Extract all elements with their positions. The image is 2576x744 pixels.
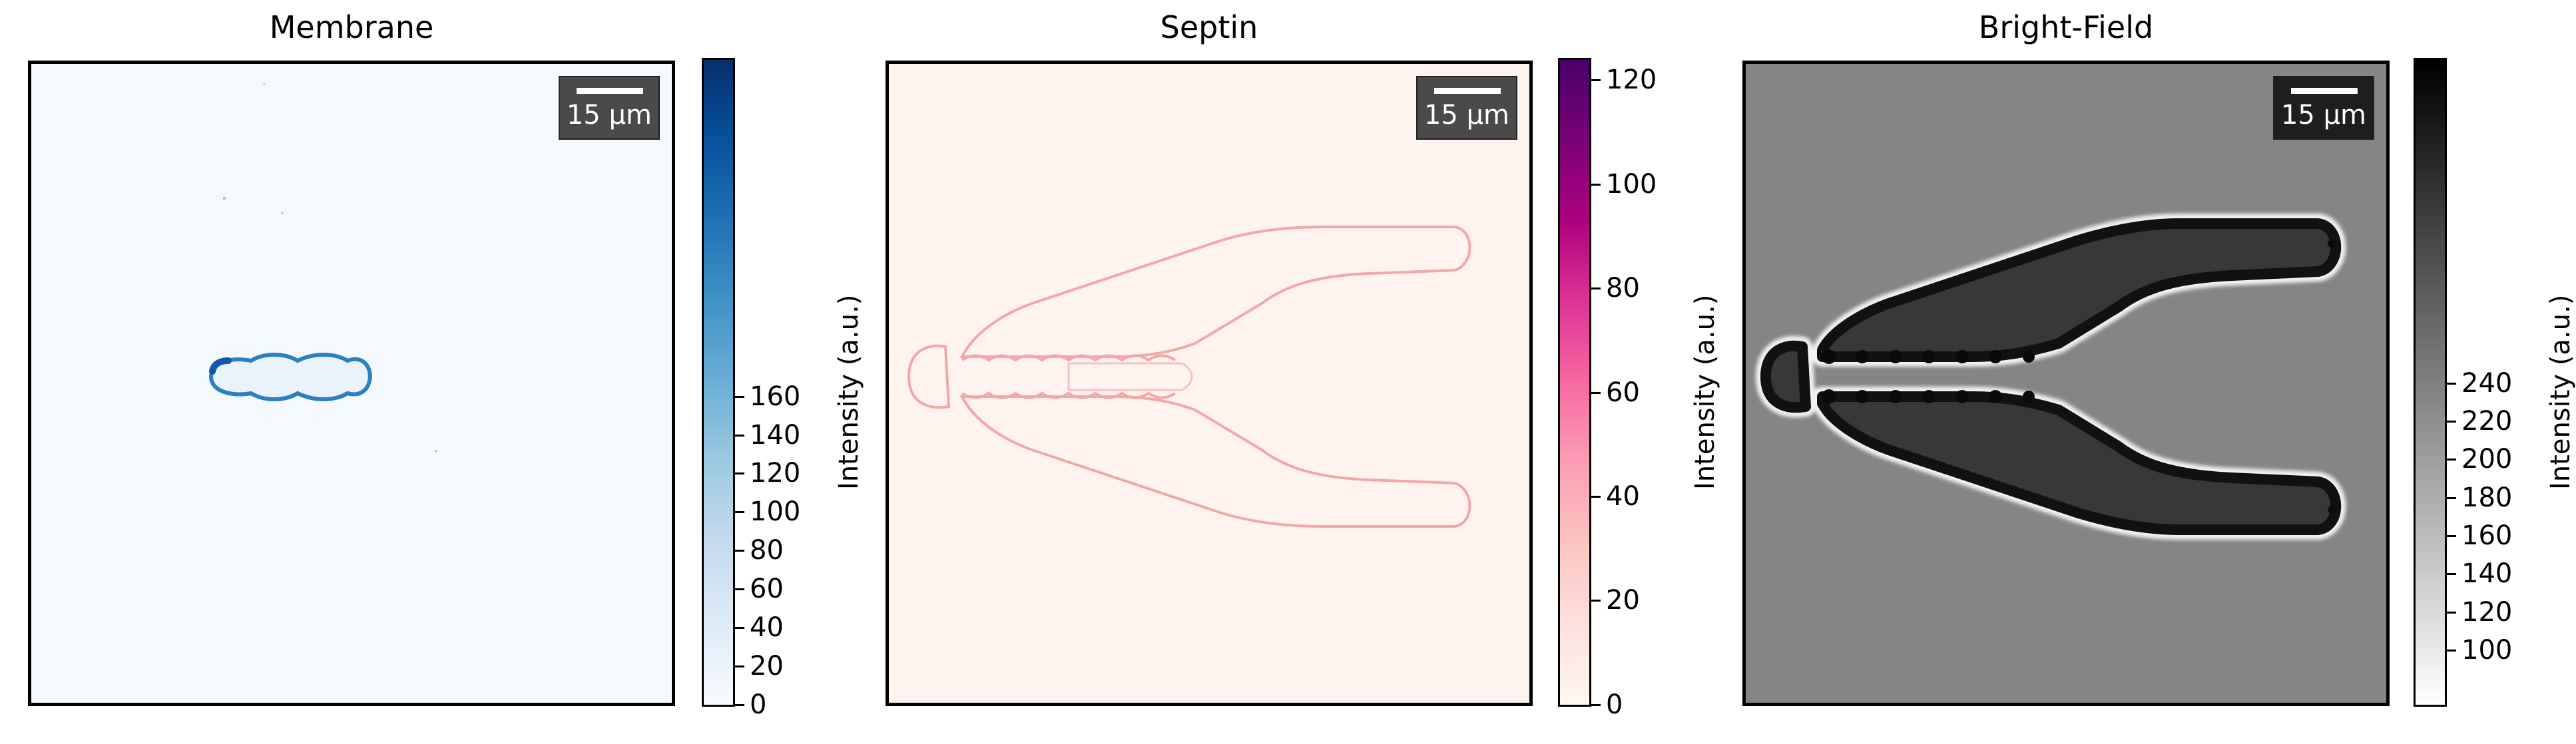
bright-field-image: 15 µm — [1742, 61, 2390, 706]
colorbar-tick — [735, 435, 744, 437]
colorbar-tick-label: 0 — [750, 689, 767, 720]
colorbar-tick-label: 120 — [2461, 597, 2513, 628]
septin-channel-drawing — [907, 226, 1471, 528]
colorbar-tick — [2447, 383, 2456, 385]
colorbar-tick-label: 20 — [750, 651, 784, 681]
colorbar-tick-label: 240 — [2461, 368, 2513, 399]
colorbar-tick-label: 40 — [750, 612, 784, 643]
colorbar-tick — [735, 472, 744, 474]
colorbar-tick — [735, 396, 744, 398]
colorbar-tick-label: 120 — [750, 458, 801, 488]
colorbar-septin — [1558, 58, 1591, 707]
colorbar-tick-label: 220 — [2461, 406, 2513, 437]
colorbar-tick-label: 100 — [2461, 635, 2513, 665]
colorbar-tick — [735, 704, 744, 706]
colorbar-tick — [735, 588, 744, 590]
colorbar-tick-label: 100 — [1606, 169, 1657, 200]
colorbar-tick — [735, 665, 744, 667]
colorbar-tick — [2447, 612, 2456, 614]
colorbar-tick — [1591, 79, 1601, 81]
bright-field-channel-drawing — [1756, 214, 2346, 540]
colorbar-tick — [2447, 421, 2456, 423]
colorbar-tick-label: 80 — [750, 535, 784, 566]
colorbar-tick — [735, 511, 744, 513]
membrane-image: 15 µm — [28, 61, 675, 706]
colorbar-membrane — [702, 58, 735, 707]
membrane-cell-drawing — [208, 83, 437, 453]
colorbar-label-septin: Intensity (a.u.) — [1690, 294, 1720, 490]
colorbar-tick — [1591, 287, 1601, 289]
colorbar-tick-label: 100 — [750, 496, 801, 527]
colorbar-tick — [2447, 535, 2456, 537]
colorbar-tick-label: 60 — [1606, 377, 1640, 408]
scale-bar: 15 µm — [1416, 76, 1517, 140]
colorbar-tick-label: 140 — [2461, 558, 2513, 589]
colorbar-tick-label: 120 — [1606, 65, 1657, 95]
scale-bar: 15 µm — [559, 76, 660, 140]
colorbar-tick — [1591, 496, 1601, 498]
colorbar-tick-label: 80 — [1606, 273, 1640, 303]
colorbar-tick-label: 140 — [750, 420, 801, 451]
colorbar-tick — [735, 627, 744, 629]
colorbar-tick — [2447, 497, 2456, 499]
colorbar-tick-label: 20 — [1606, 585, 1640, 616]
colorbar-tick-label: 0 — [1606, 689, 1623, 720]
panel-title-membrane: Membrane — [269, 9, 434, 45]
septin-image: 15 µm — [886, 61, 1533, 706]
colorbar-tick — [2447, 573, 2456, 575]
colorbar-tick-label: 40 — [1606, 481, 1640, 512]
colorbar-tick — [1591, 600, 1601, 602]
colorbar-tick-label: 200 — [2461, 444, 2513, 474]
colorbar-tick-label: 160 — [750, 381, 801, 412]
colorbar-tick-label: 180 — [2461, 482, 2513, 513]
panel-title-septin: Septin — [1160, 9, 1258, 45]
colorbar-label-bright-field: Intensity (a.u.) — [2545, 294, 2576, 490]
colorbar-tick — [1591, 184, 1601, 186]
colorbar-tick — [2447, 650, 2456, 651]
colorbar-label-membrane: Intensity (a.u.) — [834, 294, 864, 490]
colorbar-tick-label: 60 — [750, 574, 784, 604]
colorbar-tick — [735, 550, 744, 552]
colorbar-bright-field — [2414, 58, 2447, 707]
colorbar-tick-label: 160 — [2461, 520, 2513, 551]
colorbar-tick — [1591, 704, 1601, 706]
scale-bar: 15 µm — [2273, 76, 2374, 140]
colorbar-tick — [1591, 392, 1601, 394]
panel-title-bright-field: Bright-Field — [1978, 9, 2154, 45]
colorbar-tick — [2447, 459, 2456, 461]
